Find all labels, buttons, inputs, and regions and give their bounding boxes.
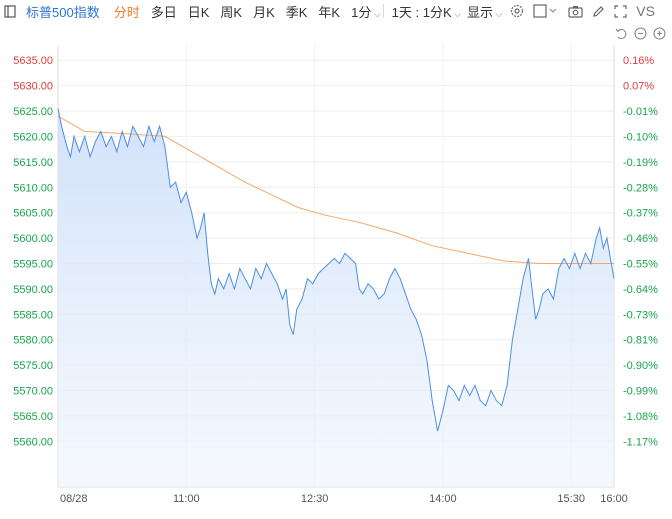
percent-tick-label: -0.10%	[623, 131, 658, 143]
percent-tick-label: -0.55%	[623, 259, 658, 271]
time-tick-label: 15:30	[557, 493, 585, 505]
price-tick-label: 5575.00	[13, 360, 53, 372]
percent-tick-label: -0.81%	[623, 335, 658, 347]
index-title[interactable]: 标普500指数	[26, 4, 100, 20]
price-tick-label: 5630.00	[13, 81, 53, 93]
percent-tick-label: -0.01%	[623, 106, 658, 118]
tab-monthly-k[interactable]: 月K	[253, 4, 275, 20]
price-tick-label: 5620.00	[13, 131, 53, 143]
percent-tick-label: -0.73%	[623, 309, 658, 321]
price-area	[58, 108, 614, 487]
chevron-down-icon: ⌵	[371, 8, 381, 19]
percent-tick-label: -1.08%	[623, 411, 658, 423]
price-tick-label: 5625.00	[13, 106, 53, 118]
percent-tick-label: -0.37%	[623, 208, 658, 220]
price-tick-label: 5610.00	[13, 182, 53, 194]
percent-tick-label: -1.17%	[623, 436, 658, 448]
interval-dropdown[interactable]: 1分 ⌵	[351, 2, 381, 21]
tab-daily-k[interactable]: 日K	[187, 4, 210, 20]
price-tick-label: 5580.00	[13, 335, 53, 347]
percent-tick-label: -0.64%	[623, 284, 658, 296]
undo-icon[interactable]	[615, 27, 628, 40]
percent-tick-label: -0.19%	[623, 157, 658, 169]
tab-yearly-k[interactable]: 年K	[318, 4, 341, 20]
interval-label: 1分	[351, 4, 372, 20]
panel-toggle-icon[interactable]	[4, 4, 16, 18]
time-tick-label: 14:00	[429, 493, 457, 505]
percent-tick-label: -0.90%	[623, 360, 658, 372]
tab-multi-day[interactable]: 多日	[150, 4, 177, 20]
time-tick-label: 12:30	[301, 493, 329, 505]
tab-intraday[interactable]: 分时	[113, 4, 140, 20]
time-tick-label: 08/28	[60, 493, 88, 505]
price-tick-label: 5605.00	[13, 208, 53, 220]
price-tick-label: 5570.00	[13, 386, 53, 398]
price-tick-label: 5595.00	[13, 259, 53, 271]
time-axis: 08/28 11:00 12:30 14:00 15:30 16:00	[60, 493, 628, 505]
layout-dropdown-icon[interactable]	[533, 4, 557, 18]
zoom-controls	[615, 27, 666, 40]
price-tick-label: 5635.00	[13, 55, 53, 67]
percent-tick-label: -0.99%	[623, 386, 658, 398]
display-dropdown[interactable]: 显示 ⌵	[467, 2, 502, 21]
price-tick-label: 5560.00	[13, 436, 53, 448]
percent-tick-label: -0.46%	[623, 233, 658, 245]
zoom-in-icon[interactable]	[653, 27, 666, 40]
time-tick-label: 16:00	[600, 493, 628, 505]
zoom-out-icon[interactable]	[634, 27, 647, 40]
range-label: 1天 : 1分K	[391, 4, 452, 20]
divider	[382, 4, 384, 18]
price-axis: 5635.00 5630.00 5625.00 5620.00 5615.00 5610.…	[13, 55, 53, 448]
percent-tick-label: -0.28%	[623, 182, 658, 194]
tab-quarterly-k[interactable]: 季K	[285, 4, 308, 20]
settings-icon[interactable]	[510, 4, 524, 18]
compare-button[interactable]: VS	[636, 3, 655, 19]
range-dropdown[interactable]: 1天 : 1分K ⌵	[392, 2, 461, 21]
camera-icon[interactable]	[568, 5, 583, 18]
price-tick-label: 5565.00	[13, 411, 53, 423]
price-tick-label: 5590.00	[13, 284, 53, 296]
percent-axis: 0.16% 0.07% -0.01% -0.10% -0.19% -0.28% -0.37%…	[623, 55, 658, 448]
chevron-down-icon: ⌵	[492, 8, 503, 19]
display-label: 显示	[466, 4, 493, 20]
pencil-icon[interactable]	[592, 5, 605, 18]
fullscreen-icon[interactable]	[614, 4, 627, 18]
price-tick-label: 5615.00	[13, 157, 53, 169]
price-line	[57, 108, 615, 432]
price-tick-label: 5600.00	[13, 233, 53, 245]
price-tick-label: 5585.00	[13, 309, 53, 321]
time-tick-label: 11:00	[173, 493, 200, 505]
percent-tick-label: 0.16%	[623, 55, 654, 67]
chart-toolbar: 标普500指数 分时 多日 日K 周K 月K 季K 年K 1分 ⌵ 1天 : 1…	[0, 0, 672, 22]
chevron-down-icon: ⌵	[451, 8, 461, 19]
tab-weekly-k[interactable]: 周K	[220, 4, 243, 20]
average-price-line	[57, 115, 614, 264]
percent-tick-label: 0.07%	[623, 81, 654, 93]
